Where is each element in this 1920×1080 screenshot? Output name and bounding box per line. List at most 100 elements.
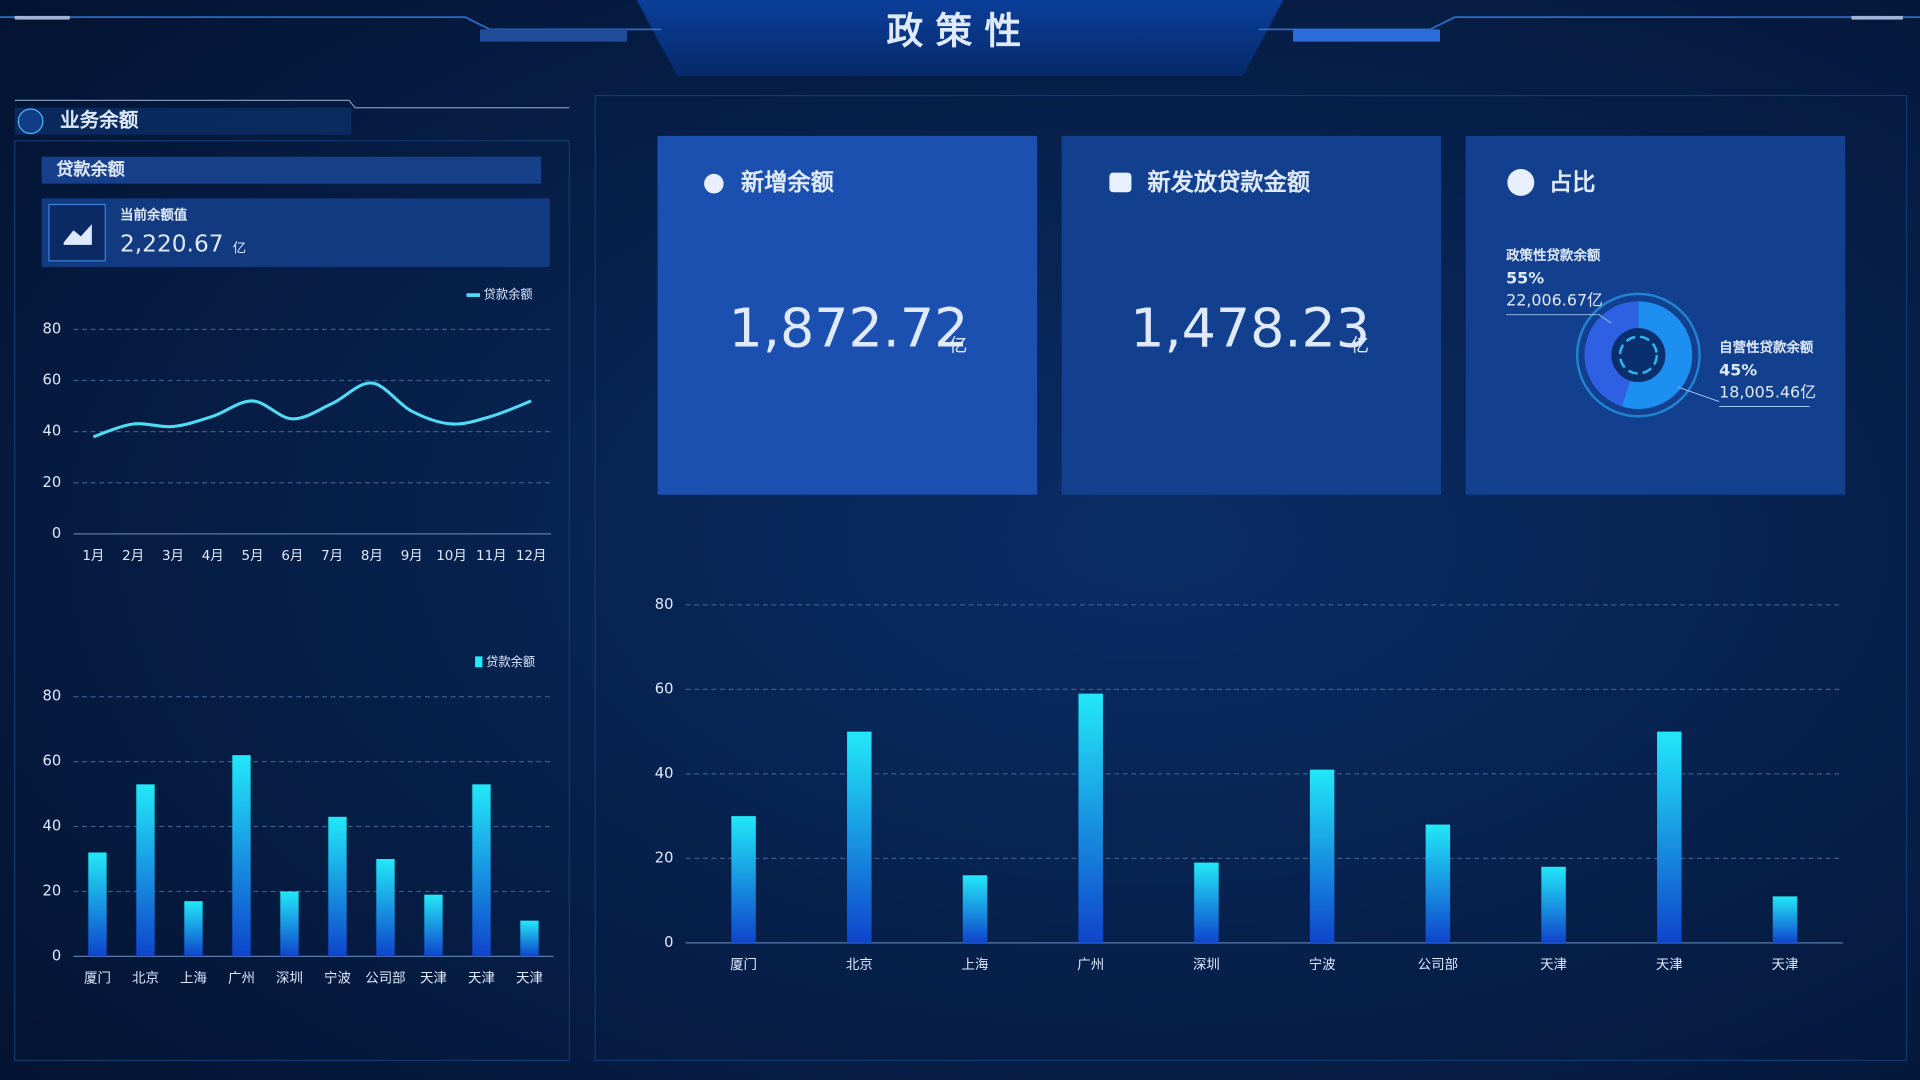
x-tick-label: 4月 — [202, 549, 224, 564]
y-tick-label: 0 — [52, 947, 61, 964]
panel-icon — [17, 108, 44, 135]
x-tick-label: 深圳 — [1193, 957, 1220, 973]
y-tick-label: 20 — [655, 849, 674, 866]
page-title: 政策性 — [887, 10, 1034, 53]
bar — [731, 816, 756, 943]
bar — [376, 858, 395, 957]
x-tick-label: 天津 — [1656, 957, 1683, 973]
current-icon-glyph — [63, 224, 92, 245]
line — [92, 381, 532, 439]
y-tick-label: 60 — [655, 680, 674, 697]
current-value: 2,220.67 — [120, 230, 224, 257]
bar — [136, 784, 155, 957]
x-tick-label: 宁波 — [324, 969, 351, 986]
bar — [962, 875, 988, 943]
panel-title: 业务余额 — [60, 109, 139, 132]
x-tick-label: 天津 — [420, 970, 447, 986]
x-tick-label: 公司部 — [365, 970, 405, 986]
y-tick-label: 80 — [655, 596, 674, 613]
x-tick-label: 深圳 — [276, 970, 303, 986]
x-tick-label: 上海 — [962, 957, 989, 973]
subtitle-bar — [41, 156, 542, 184]
header-stripe — [480, 29, 627, 42]
legend-label: 贷款余额 — [486, 654, 535, 669]
x-tick-label: 8月 — [361, 549, 383, 564]
donut-halo — [1575, 292, 1701, 418]
card-value: 1,478.23 — [1130, 296, 1370, 359]
bar — [88, 852, 107, 957]
current-unit: 亿 — [233, 241, 246, 257]
card-title: 占比 — [1549, 169, 1596, 196]
y-tick-label: 60 — [43, 372, 62, 389]
card-title: 新发放贷款金额 — [1147, 169, 1311, 196]
x-tick-label: 11月 — [476, 549, 507, 564]
card-unit: 亿 — [949, 336, 967, 357]
donut-label: 自营性贷款余额 — [1719, 339, 1814, 356]
donut-core — [1611, 328, 1666, 383]
donut-label: 政策性贷款余额 — [1506, 247, 1601, 264]
donut-percent: 45% — [1719, 361, 1757, 380]
panel-frame — [14, 140, 570, 1062]
x-tick-label: 5月 — [242, 549, 264, 564]
left-panel: 业务余额 贷款余额 当前余额值 2,220.67 亿 — [14, 99, 570, 1062]
card-icon — [1109, 172, 1132, 193]
bar — [1309, 769, 1335, 943]
bar — [424, 894, 443, 957]
bar — [1657, 731, 1682, 943]
donut-core-ring — [1618, 335, 1658, 375]
current-label: 当前余额值 — [120, 207, 188, 224]
x-tick-label: 公司部 — [1418, 957, 1458, 973]
y-tick-label: 40 — [43, 818, 62, 835]
x-tick-label: 厦门 — [84, 970, 111, 986]
card-value: 1,872.72 — [729, 296, 969, 359]
x-tick-label: 6月 — [281, 549, 303, 564]
x-tick-label: 宁波 — [1309, 956, 1336, 973]
x-tick-label: 3月 — [162, 549, 184, 564]
x-tick-label: 广州 — [228, 970, 255, 986]
x-tick-label: 上海 — [180, 970, 207, 986]
leader-line — [1506, 314, 1612, 324]
bar — [280, 891, 299, 957]
card-icon — [1507, 168, 1535, 196]
y-tick-label: 80 — [43, 688, 62, 705]
x-tick-label: 9月 — [401, 549, 423, 564]
header-dash — [14, 15, 70, 20]
cards: 新增余额 1,872.72 亿 新发放贷款金额 1,478.23 亿 占比 — [657, 135, 1846, 495]
donut-percent: 55% — [1506, 269, 1544, 288]
y-tick-label: 0 — [664, 934, 673, 951]
x-tick-label: 广州 — [1077, 957, 1104, 973]
bar — [1425, 824, 1451, 943]
right-panel-frame — [594, 94, 1908, 1062]
leader-line — [1677, 386, 1810, 408]
panel-title-bar — [14, 107, 352, 135]
card-icon — [704, 173, 724, 194]
legend-label: 贷款余额 — [484, 287, 533, 302]
header-stripe — [1293, 29, 1440, 42]
x-tick-label: 10月 — [436, 549, 467, 564]
y-tick-label: 0 — [52, 525, 61, 542]
bar — [1078, 693, 1103, 943]
bar — [184, 901, 203, 957]
x-tick-label: 厦门 — [730, 957, 757, 973]
bar — [1772, 896, 1798, 943]
y-tick-label: 20 — [43, 882, 62, 899]
card — [1061, 135, 1442, 495]
current-box — [41, 198, 550, 267]
x-tick-label: 北京 — [132, 970, 159, 986]
header-plate — [636, 0, 1284, 76]
card-title: 新增余额 — [741, 169, 835, 196]
y-tick-label: 20 — [43, 474, 62, 491]
y-tick-label: 40 — [43, 423, 62, 440]
legend-swatch — [475, 656, 483, 668]
bar — [520, 920, 539, 957]
panel-line — [14, 99, 570, 109]
card-unit: 亿 — [1351, 336, 1369, 357]
bar — [472, 784, 491, 957]
bar — [847, 731, 872, 943]
x-tick-label: 12月 — [516, 549, 547, 564]
x-tick-label: 天津 — [1540, 957, 1567, 973]
panel-subtitle: 贷款余额 — [56, 159, 125, 180]
donut-segment — [1621, 301, 1693, 409]
